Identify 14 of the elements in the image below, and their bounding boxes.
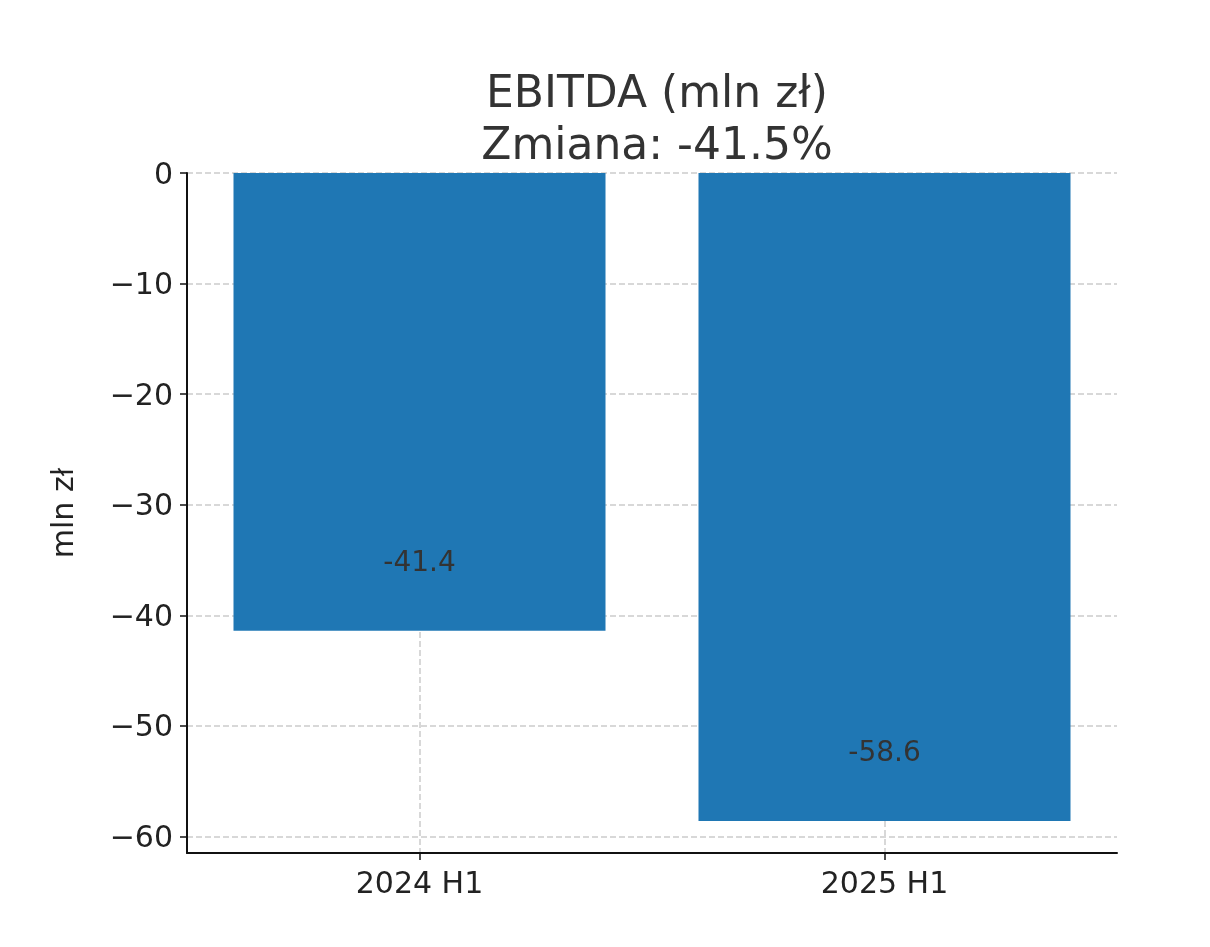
x-tick-label: 2025 H1: [820, 864, 949, 900]
y-tick-label: −40: [109, 597, 173, 633]
chart-title: EBITDA (mln zł): [486, 65, 828, 117]
y-tick-label: −60: [109, 818, 173, 854]
y-tick-label: −10: [109, 266, 173, 302]
y-axis-title: mln zł: [44, 467, 80, 559]
data-label: -41.4: [383, 545, 456, 579]
y-tick-label: 0: [153, 155, 173, 191]
y-tick-label: −30: [109, 487, 173, 523]
y-tick-label: −20: [109, 376, 173, 412]
x-tick-label: 2024 H1: [355, 864, 484, 900]
y-tick-label: −50: [109, 708, 173, 744]
chart-subtitle: Zmiana: -41.5%: [481, 117, 833, 169]
data-label: -58.6: [848, 735, 921, 769]
